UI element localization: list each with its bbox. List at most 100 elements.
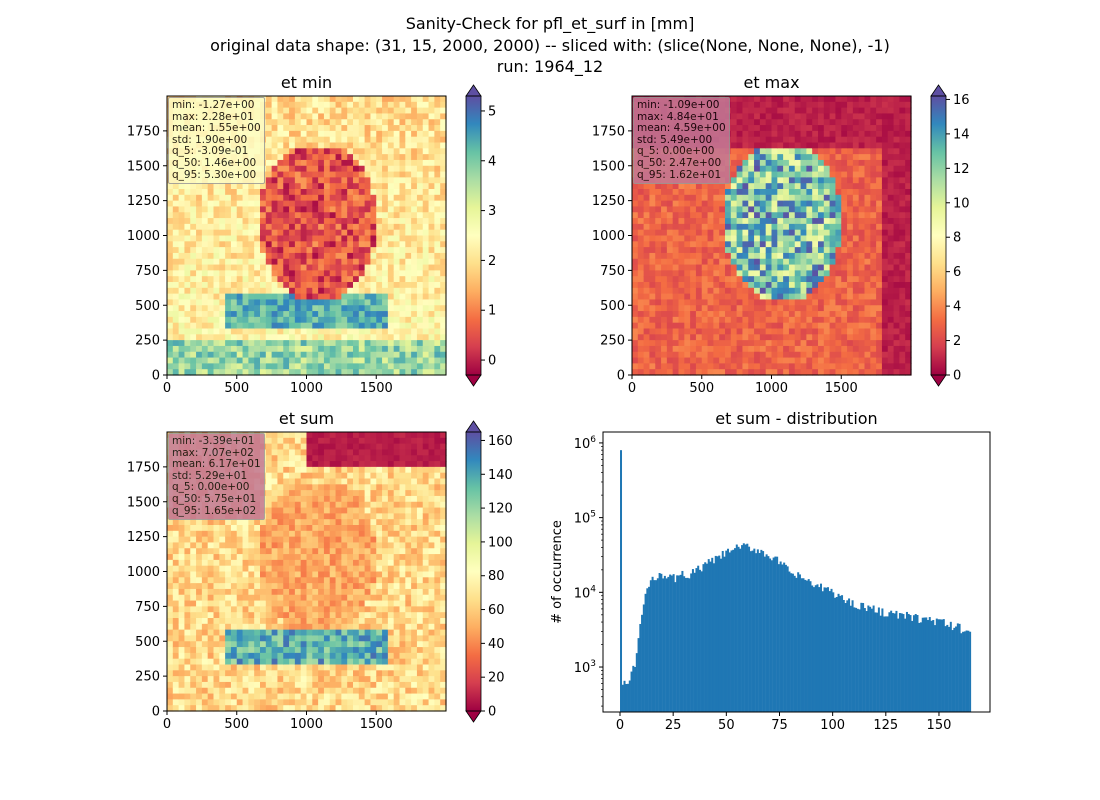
heatmap-cell — [655, 293, 662, 301]
heatmap-cell — [661, 351, 668, 359]
heatmap-cell — [283, 107, 290, 115]
heatmap-cell — [742, 101, 749, 109]
heatmap-cell — [695, 334, 703, 341]
heatmap-cell — [387, 223, 395, 231]
heatmap-cell — [864, 369, 871, 376]
heatmap-cell — [370, 194, 377, 202]
heatmap-cell — [661, 189, 668, 196]
heatmap-cell — [236, 206, 244, 213]
heatmap-cell — [405, 159, 412, 167]
heatmap-cell — [318, 328, 325, 335]
heatmap-cell — [818, 252, 825, 260]
heatmap-cell — [376, 206, 383, 213]
heatmap-cell — [312, 305, 319, 312]
heatmap-cell — [393, 200, 401, 208]
heatmap-cell — [847, 258, 854, 266]
heatmap-cell — [701, 183, 709, 190]
heatmap-cell — [294, 125, 302, 132]
heatmap-cell — [887, 107, 895, 115]
heatmap-cell — [323, 311, 331, 318]
heatmap-cell — [335, 247, 342, 254]
heatmap-cell — [393, 119, 401, 126]
heatmap-cell — [300, 96, 308, 103]
heatmap-cell — [219, 183, 226, 190]
heatmap-cell — [271, 334, 279, 341]
heatmap-cell — [341, 229, 348, 237]
heatmap-cell — [405, 340, 412, 347]
heatmap-cell — [260, 357, 267, 364]
heatmap-cell — [864, 351, 871, 359]
heatmap-cell — [382, 287, 389, 295]
heatmap-cell — [230, 264, 238, 271]
heatmap-cell — [777, 247, 784, 254]
heatmap-cell — [364, 340, 372, 347]
heatmap-cell — [341, 351, 348, 359]
heatmap-cell — [382, 264, 389, 271]
heatmap-cell — [387, 183, 395, 190]
heatmap-cell — [329, 148, 337, 155]
heatmap-cell — [329, 241, 337, 248]
heatmap-cell — [172, 363, 180, 370]
heatmap-cell — [899, 369, 906, 376]
heatmap-cell — [637, 264, 645, 271]
heatmap-cell — [283, 328, 290, 335]
heatmap-cell — [405, 119, 412, 126]
heatmap-cell — [661, 340, 668, 347]
heatmap-cell — [312, 247, 319, 254]
heatmap-cell — [201, 299, 209, 306]
heatmap-cell — [835, 334, 842, 341]
heatmap-cell — [213, 311, 220, 318]
heatmap-cell — [690, 328, 697, 335]
heatmap-cell — [829, 276, 837, 283]
heatmap-cell — [893, 270, 900, 277]
heatmap-cell — [172, 247, 180, 254]
heatmap-cell — [347, 363, 354, 370]
heatmap-cell — [695, 189, 703, 196]
heatmap-cell — [184, 548, 191, 555]
heatmap-cell — [364, 351, 372, 359]
heatmap-cell — [329, 154, 337, 161]
heatmap-cell — [207, 363, 215, 370]
heatmap-cell — [637, 218, 645, 225]
heatmap-cell — [277, 247, 284, 254]
heatmap-cell — [294, 311, 302, 318]
heatmap-cell — [864, 340, 871, 347]
heatmap-cell — [771, 159, 778, 167]
heatmap-cell — [841, 136, 848, 144]
heatmap-cell — [666, 200, 674, 208]
heatmap-cell — [300, 223, 308, 231]
heatmap-cell — [748, 165, 755, 173]
heatmap-cell — [812, 241, 819, 248]
heatmap-cell — [341, 264, 348, 271]
heatmap-cell — [440, 212, 447, 219]
heatmap-cell — [335, 183, 342, 190]
heatmap-cell — [748, 194, 755, 202]
heatmap-cell — [242, 305, 249, 312]
heatmap-cell — [812, 130, 819, 138]
heatmap-cell — [323, 125, 331, 132]
heatmap-cell — [399, 96, 406, 103]
heatmap-cell — [411, 328, 418, 335]
heatmap-cell — [300, 305, 308, 312]
heatmap-cell — [655, 212, 662, 219]
heatmap-cell — [184, 623, 191, 631]
heatmap-cell — [852, 252, 860, 260]
heatmap-cell — [719, 293, 726, 301]
heatmap-cell — [434, 235, 441, 242]
heatmap-cell — [294, 142, 302, 149]
heatmap-cell — [759, 351, 767, 359]
heatmap-cell — [736, 206, 744, 213]
heatmap-cell — [306, 183, 313, 190]
heatmap-cell — [852, 200, 860, 208]
heatmap-cell — [167, 530, 174, 538]
heatmap-cell — [841, 206, 848, 213]
heatmap-cell — [835, 183, 842, 190]
heatmap-cell — [876, 229, 883, 237]
heatmap-cell — [219, 258, 226, 266]
x-tick-label: 500 — [689, 381, 714, 396]
heatmap-cell — [666, 351, 674, 359]
heatmap-cell — [893, 235, 900, 242]
heatmap-cell — [440, 276, 447, 283]
heatmap-cell — [864, 159, 871, 167]
heatmap-cell — [382, 212, 389, 219]
